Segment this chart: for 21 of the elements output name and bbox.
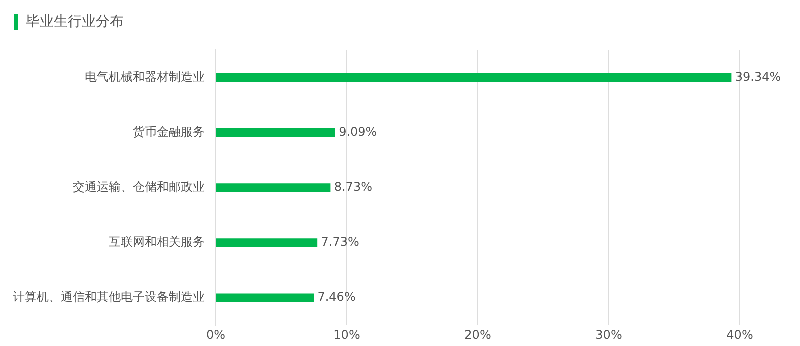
y-tick-label: 电气机械和器材制造业 — [85, 70, 205, 84]
data-label: 8.73% — [334, 180, 372, 194]
data-label: 7.46% — [318, 290, 356, 304]
y-tick-label: 货币金融服务 — [133, 124, 205, 139]
data-label: 39.34% — [735, 70, 782, 84]
bar — [216, 128, 336, 138]
text: 毕业生行业分布 — [26, 13, 124, 31]
y-tick-label: 计算机、通信和其他电子设备制造业 — [13, 290, 205, 304]
bar — [216, 294, 314, 302]
bar — [216, 73, 732, 82]
x-tick-label: 20% — [464, 328, 492, 342]
x-tick-label: 0% — [206, 328, 226, 342]
x-tick-label: 40% — [726, 328, 754, 342]
data-label: 7.73% — [321, 235, 360, 250]
bar — [216, 184, 331, 192]
y-tick-label: 互联网和相关服务 — [109, 235, 205, 250]
x-tick-label: 10% — [334, 328, 360, 342]
bar — [216, 238, 318, 248]
x-tick-label: 30% — [596, 328, 622, 342]
data-label: 9.09% — [339, 124, 378, 139]
y-tick-label: 交通运输、仓储和邮政业 — [73, 180, 205, 194]
